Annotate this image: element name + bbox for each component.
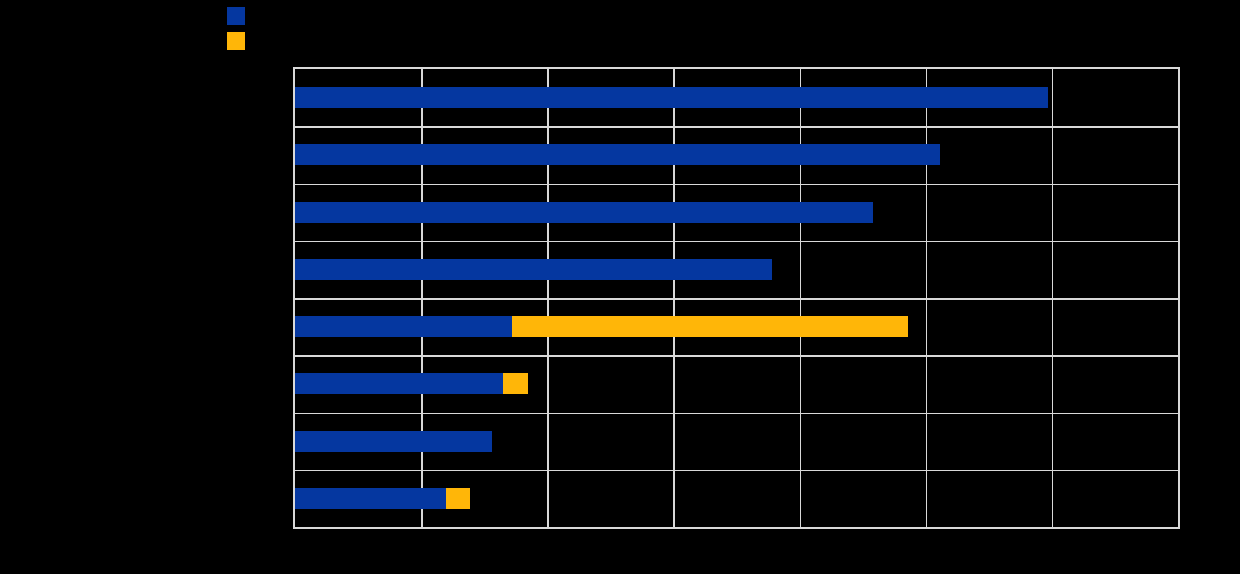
legend-item-blue-series xyxy=(227,7,253,25)
bar-row xyxy=(295,373,1178,395)
bar-segment-blue-series xyxy=(295,316,512,338)
bar-segment-blue-series xyxy=(295,87,1049,109)
bar-segment-blue-series xyxy=(295,144,940,166)
bar-segment-orange-series xyxy=(446,487,471,509)
bar-segment-blue-series xyxy=(295,258,772,280)
bar-row xyxy=(295,430,1178,452)
horizontal-gridline xyxy=(295,469,1178,472)
horizontal-gridline xyxy=(295,183,1178,186)
bar-segment-orange-series xyxy=(503,373,529,395)
bar-row xyxy=(295,258,1178,280)
bar-row xyxy=(295,316,1178,338)
bar-segment-blue-series xyxy=(295,430,492,452)
horizontal-gridline xyxy=(295,412,1178,415)
bar-row xyxy=(295,144,1178,166)
bar-segment-blue-series xyxy=(295,487,447,509)
bar-row xyxy=(295,487,1178,509)
legend-swatch-orange-icon xyxy=(227,32,245,50)
horizontal-gridline xyxy=(295,240,1178,243)
plot-area xyxy=(293,67,1180,529)
bar-segment-blue-series xyxy=(295,201,873,223)
horizontal-gridline xyxy=(295,298,1178,300)
bar-row xyxy=(295,201,1178,223)
legend-swatch-blue-icon xyxy=(227,7,245,25)
bar-segment-orange-series xyxy=(511,316,909,338)
legend-item-orange-series xyxy=(227,32,253,50)
bar-row xyxy=(295,87,1178,109)
bar-segment-blue-series xyxy=(295,373,504,395)
horizontal-gridline xyxy=(295,126,1178,128)
horizontal-gridline xyxy=(295,355,1178,357)
